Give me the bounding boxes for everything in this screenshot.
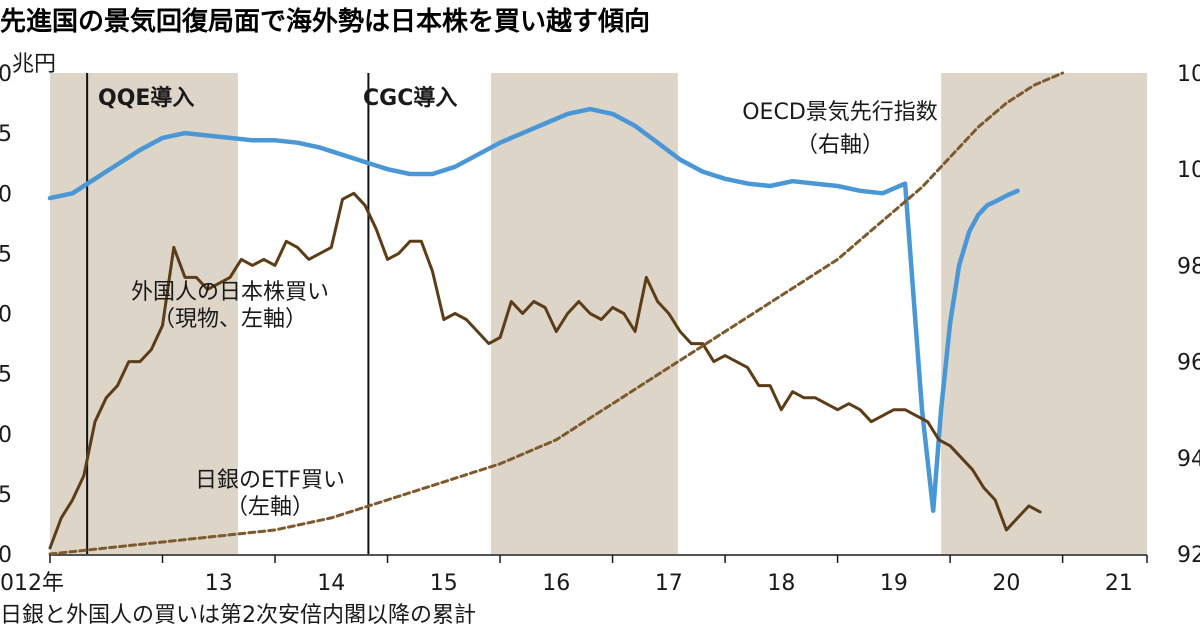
y-right-tick-label: 98 (1177, 254, 1200, 279)
y-left-tick-label: 25 (0, 242, 12, 267)
shaded-period-2 (491, 73, 678, 554)
boj-etf-line (48, 71, 1065, 556)
oecd-annotation-1: OECD景気先行指数 (742, 100, 938, 125)
x-tick-label: 21 (1105, 571, 1133, 596)
y-right-tick-label: 96 (1177, 351, 1200, 376)
series-layer (47, 71, 1065, 556)
y-left-tick-label: 10 (0, 423, 12, 448)
boj-annotation-2: （左軸） (226, 495, 314, 520)
oecd-line (47, 106, 1020, 513)
event-label-cgc: CGC導入 (363, 85, 457, 111)
shaded-period-1 (50, 73, 238, 554)
x-tick-label: 14 (317, 571, 345, 596)
oecd-annotation-2: （右軸） (796, 133, 884, 158)
event-label-qqe: QQE導入 (98, 85, 194, 111)
shaded-period-3 (941, 73, 1147, 554)
y-left-tick-label: 15 (0, 363, 12, 388)
x-tick-label: 17 (655, 571, 683, 596)
y-left-tick-label: 35 (0, 122, 12, 147)
y-right-tick-label: 102 (1177, 62, 1200, 87)
x-tick-label: 15 (430, 571, 458, 596)
y-left-tick-label: 30 (0, 182, 12, 207)
y-left-tick-label: 5 (0, 483, 12, 508)
x-tick-label: 20 (992, 571, 1020, 596)
chart-title: 先進国の景気回復局面で海外勢は日本株を買い越す傾向 (0, 6, 650, 37)
foreign-annotation-1: 外国人の日本株買い (131, 280, 329, 305)
x-tick-label: 18 (767, 571, 795, 596)
y-right-tick-label: 92 (1177, 543, 1200, 568)
y-left-tick-label: 0 (0, 543, 12, 568)
x-tick-label: 2012年 (0, 571, 64, 596)
left-axis-unit: 兆円 (12, 52, 56, 77)
x-tick-label: 16 (542, 571, 570, 596)
shaded-periods (50, 73, 1147, 556)
foreign-buying-line (48, 191, 1042, 550)
y-left-tick-label: 20 (0, 303, 12, 328)
y-right-tick-label: 94 (1177, 447, 1200, 472)
tick-labels: 0 5 10 15 20 25 30 35 40 92 94 96 98 100 102 2012年 13 14 1… (0, 62, 1200, 596)
y-left-tick-label: 40 (0, 62, 12, 87)
x-tick-label: 13 (205, 571, 233, 596)
x-tick-label: 19 (880, 571, 908, 596)
footnote: 日銀と外国人の買いは第2次安倍内閣以降の累計 (0, 603, 476, 628)
event-lines (86, 73, 370, 554)
foreign-annotation-2: （現物、左軸） (153, 307, 307, 332)
y-right-tick-label: 100 (1177, 158, 1200, 183)
boj-annotation-1: 日銀のETF買い (195, 468, 345, 493)
